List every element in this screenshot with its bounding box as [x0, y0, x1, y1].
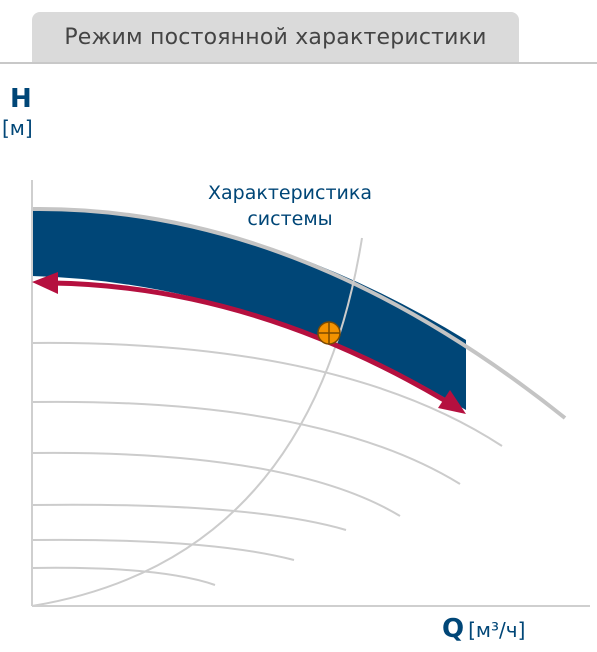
title-divider — [0, 62, 597, 64]
system-curve — [31, 237, 363, 607]
pump-curve-5 — [31, 538, 295, 561]
operating-point-icon — [317, 321, 341, 345]
right-arrowhead-icon — [438, 390, 466, 414]
pump-curve-1 — [31, 341, 503, 447]
left-arrowhead-icon — [32, 272, 58, 294]
x-axis-caption: Q [м³/ч] — [442, 614, 525, 644]
system-curve-label-line2: системы — [247, 208, 333, 230]
mode-title: Режим постоянной характеристики — [64, 24, 487, 50]
operating-range-band — [32, 208, 466, 410]
x-axis-unit: [м³/ч] — [468, 618, 526, 642]
pump-curve-6 — [31, 566, 216, 586]
y-axis-label: H — [10, 84, 32, 114]
pump-curve-3 — [31, 451, 401, 517]
y-axis-unit: [м] — [2, 116, 33, 140]
mode-title-tab: Режим постоянной характеристики — [32, 12, 519, 62]
system-curve-label-line1: Характеристика — [208, 182, 372, 204]
pump-curve-2 — [31, 400, 461, 485]
max-pump-curve — [31, 206, 567, 420]
pump-curve-4 — [31, 503, 347, 531]
constant-characteristic-arrow — [51, 280, 446, 403]
system-curve-label: Характеристика системы — [175, 180, 405, 232]
x-axis-label: Q — [442, 614, 465, 644]
